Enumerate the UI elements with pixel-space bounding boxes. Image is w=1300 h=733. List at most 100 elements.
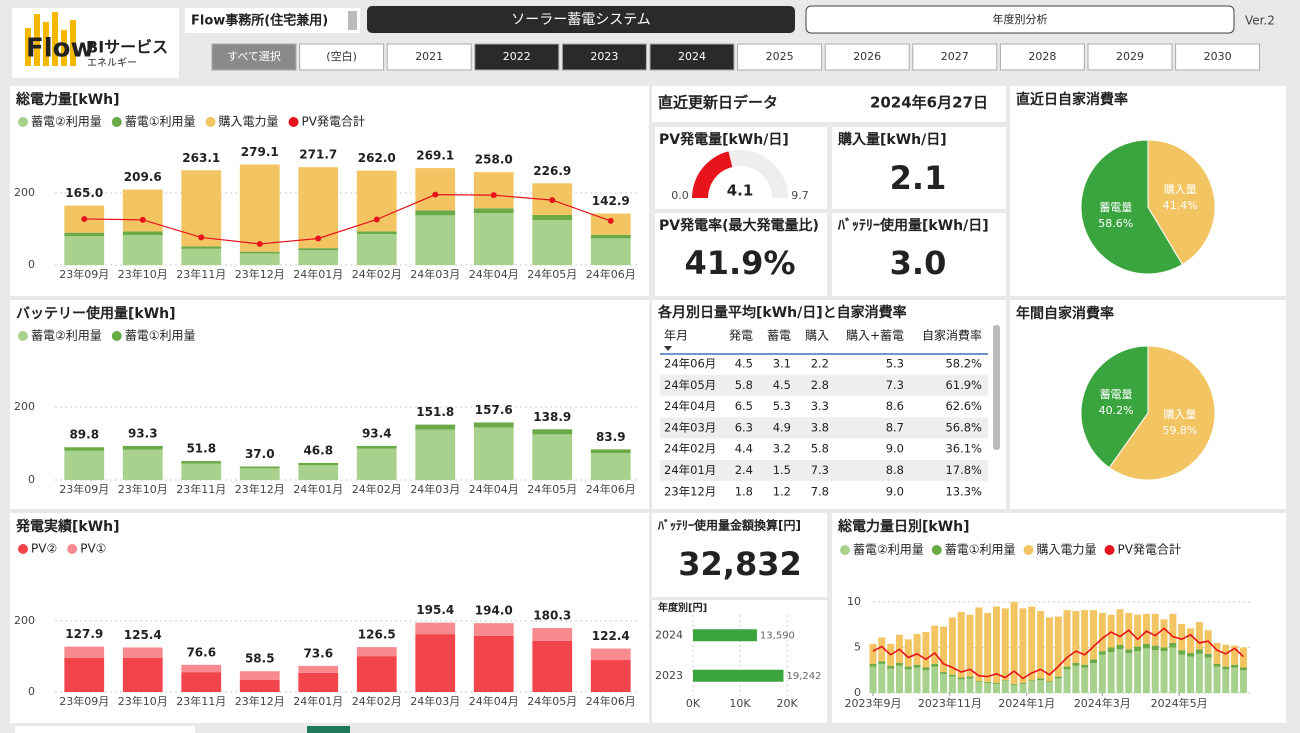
table-header: 購入+蓄電 [846, 329, 904, 343]
bar-segment [940, 673, 948, 693]
bar-segment [948, 674, 956, 677]
total-label: 138.9 [533, 410, 571, 424]
x-tick-label: 24年01月 [293, 694, 343, 708]
bar-segment [1037, 678, 1045, 681]
bar-segment [1213, 666, 1221, 693]
office-box[interactable] [185, 8, 360, 33]
filter-button[interactable] [912, 43, 998, 71]
bar-segment [1054, 676, 1062, 679]
x-tick-label: 10K [729, 697, 751, 710]
bar-segment [1063, 666, 1071, 670]
bar-segment [298, 462, 339, 466]
bar-segment [181, 463, 222, 480]
chart-title: 年度別[円] [658, 601, 707, 614]
table-cell: 24年02月 [664, 442, 716, 456]
system-tab[interactable] [367, 6, 795, 33]
x-tick-label: 20K [776, 697, 798, 710]
bar-segment [1222, 644, 1230, 667]
total-label: 180.3 [533, 608, 571, 622]
bar-segment [992, 606, 1000, 683]
bar-segment [473, 623, 514, 636]
bar-segment [1010, 684, 1018, 693]
total-label: 51.8 [186, 442, 216, 456]
bar-segment [1054, 678, 1062, 693]
line-point [256, 240, 263, 247]
table-cell: 7.3 [811, 463, 829, 477]
bar-segment [1063, 669, 1071, 693]
bar-segment [1239, 667, 1247, 671]
table-scrollbar[interactable] [993, 325, 1000, 450]
bar-segment [1116, 644, 1124, 650]
x-tick-label: 24年03月 [410, 694, 460, 708]
bar-segment [1028, 606, 1036, 681]
bar-segment [473, 208, 514, 214]
filter-button[interactable] [649, 43, 735, 71]
bar-segment [64, 232, 105, 237]
bar-segment [1160, 647, 1168, 652]
x-tick-label: 24年02月 [352, 267, 402, 281]
bar-segment [298, 665, 339, 673]
bar-segment [532, 220, 573, 265]
bar-segment [239, 671, 280, 680]
bar-segment [64, 646, 105, 658]
filter-button[interactable] [299, 43, 385, 71]
bar-segment [1116, 649, 1124, 693]
x-tick-label: 23年10月 [118, 482, 168, 496]
filter-button-label: 2030 [1204, 50, 1232, 63]
filter-button[interactable] [1175, 43, 1261, 71]
table-cell: 1.5 [773, 463, 791, 477]
filter-button[interactable] [211, 43, 297, 71]
bar-segment [1045, 682, 1053, 693]
total-label: 269.1 [416, 149, 454, 163]
analysis-tab[interactable] [805, 5, 1235, 34]
legend-marker [18, 331, 28, 341]
bar-segment [1160, 619, 1168, 648]
bar-segment [1098, 654, 1106, 693]
bar-segment [1037, 611, 1045, 679]
x-tick-label: 2024年5月 [1151, 696, 1208, 710]
filter-button-label: 2027 [941, 50, 969, 63]
bar-segment [1195, 649, 1203, 654]
filter-button[interactable] [474, 43, 560, 71]
x-tick-label: 24年05月 [527, 267, 577, 281]
pie-slice [1147, 139, 1216, 266]
filter-button-label: 2022 [503, 50, 531, 63]
legend-marker [111, 331, 122, 341]
filter-button[interactable] [999, 43, 1085, 71]
chart-title: 直近日自家消費率 [1016, 91, 1128, 108]
filter-button[interactable] [561, 43, 647, 71]
filter-button[interactable] [824, 43, 910, 71]
line-point [198, 234, 205, 241]
logo-text: Flow [26, 34, 95, 64]
total-label: 89.8 [69, 428, 99, 442]
bar-segment [181, 246, 222, 249]
filter-button[interactable] [1087, 43, 1173, 71]
legend-label: 蓄電①利用量 [945, 543, 1016, 557]
filter-button[interactable] [386, 43, 472, 71]
line-point [139, 216, 146, 223]
bar-segment [1010, 602, 1018, 684]
legend-marker [931, 545, 942, 555]
bar-segment [590, 648, 631, 661]
bar-segment [532, 627, 573, 641]
total-label: 73.6 [303, 646, 333, 660]
bar-segment [590, 660, 631, 692]
chart-title: バッテリー使用量[kWh] [16, 305, 176, 322]
sort-arrow[interactable] [664, 346, 672, 351]
filter-button-label: 2023 [590, 50, 618, 63]
bar-segment [1239, 647, 1247, 668]
bar-segment [1028, 681, 1036, 693]
y-tick-label: 200 [14, 614, 35, 627]
y-tick-label: 5 [854, 641, 861, 654]
bar-segment [984, 612, 992, 683]
bar-segment [1195, 653, 1203, 693]
bar-segment [975, 607, 983, 682]
bar-segment [239, 251, 280, 254]
purchase-title: 購入量[kWh/日] [837, 131, 947, 148]
filter-button[interactable] [737, 43, 823, 71]
bar-segment [913, 667, 921, 693]
table-header: 購入 [805, 329, 829, 343]
bar-segment [1098, 651, 1106, 655]
total-label: 194.0 [475, 604, 513, 618]
